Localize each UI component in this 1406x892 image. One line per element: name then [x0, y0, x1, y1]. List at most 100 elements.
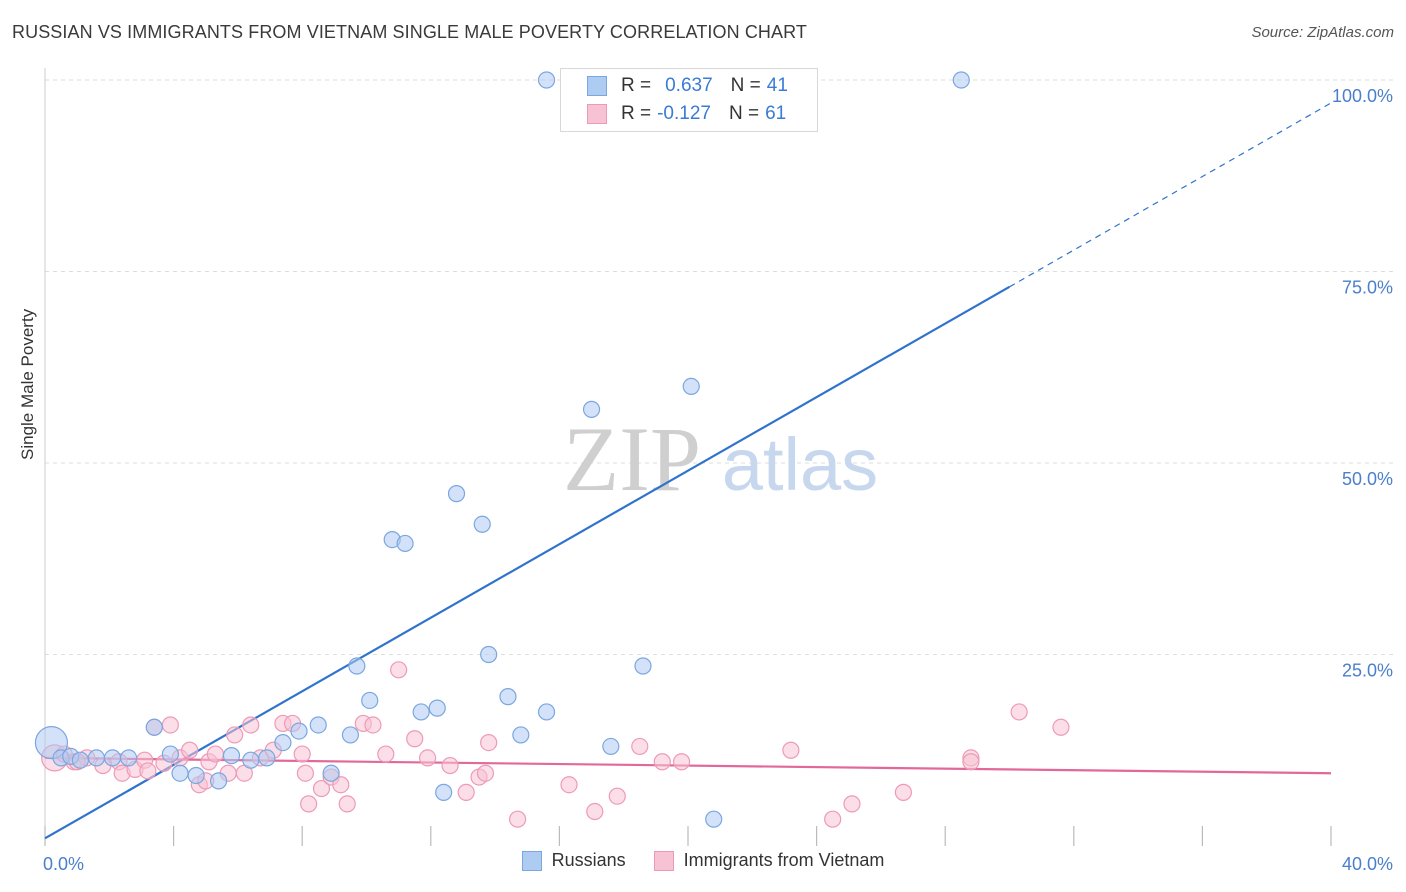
y-tick-label: 75.0% [1342, 278, 1393, 298]
russians-n-label: N = [730, 75, 761, 96]
vietnam-point [441, 756, 459, 775]
vietnam-point [476, 764, 495, 782]
vietnam-point [377, 745, 395, 763]
chart-title: RUSSIAN VS IMMIGRANTS FROM VIETNAM SINGL… [12, 22, 807, 42]
russians-r-value: 0.637 [665, 75, 713, 96]
legend-label-vietnam: Immigrants from Vietnam [683, 850, 885, 870]
russians-point [222, 747, 241, 765]
russians-r-label: R = [621, 75, 652, 96]
russians-point [952, 71, 970, 89]
russians-point [499, 688, 517, 706]
russians-point [71, 751, 89, 769]
russians-point [473, 515, 491, 533]
data-points [34, 71, 1070, 828]
y-axis-label: Single Male Poverty [18, 308, 37, 460]
vietnam-point [296, 764, 315, 782]
vietnam-point [406, 730, 424, 748]
vietnam-point [480, 733, 498, 752]
watermark-atlas: atlas [722, 423, 878, 506]
russians-trend-line [44, 285, 1011, 840]
legend-label-russians: Russians [551, 850, 626, 870]
russians-point [537, 71, 556, 89]
vietnam-point [672, 753, 691, 771]
stats-row-russians: R = 0.637 N = 41 [587, 74, 788, 98]
russians-point [290, 722, 308, 740]
legend-swatch-vietnam [653, 850, 674, 871]
vietnam-point [293, 745, 311, 763]
russians-point [412, 703, 430, 721]
vietnam-r-label: R = [621, 103, 652, 124]
russians-point [428, 699, 446, 717]
russians-point [187, 766, 205, 785]
russians-point [537, 703, 556, 721]
vietnam-point [242, 716, 260, 734]
russians-trend-extension [1009, 102, 1332, 288]
stats-legend: R = 0.637 N = 41 R = -0.127 N = 61 [560, 68, 818, 132]
russians-point [242, 751, 260, 769]
vietnam-n-label: N = [728, 103, 760, 124]
vietnam-point [824, 810, 842, 828]
vietnam-point [509, 810, 527, 828]
vietnam-point [1052, 718, 1070, 736]
vietnam-point [894, 783, 913, 801]
russians-point [396, 534, 414, 553]
vietnam-point [560, 776, 578, 794]
russians-point [210, 772, 228, 790]
russians-point [87, 749, 106, 767]
russians-point [480, 645, 498, 664]
vietnam-n-value: 61 [765, 103, 787, 124]
x-tick-label: 40.0% [1342, 854, 1393, 874]
russians-point [322, 764, 340, 782]
vietnam-point [139, 762, 157, 780]
vietnam-point [608, 787, 626, 805]
vietnam-point [962, 753, 980, 771]
russians-point [161, 745, 179, 763]
axes [44, 68, 1332, 846]
legend-item-vietnam[interactable]: Immigrants from Vietnam [653, 850, 885, 871]
russians-point [309, 716, 327, 734]
russians-point [582, 400, 601, 418]
bottom-legend: Russians Immigrants from Vietnam [0, 850, 1406, 871]
russians-point [119, 749, 138, 767]
russians-point [341, 726, 360, 744]
russians-point [258, 749, 276, 767]
russians-swatch [587, 76, 607, 96]
vietnam-swatch [587, 104, 607, 124]
vietnam-point [1010, 703, 1028, 721]
y-tick-label: 100.0% [1332, 86, 1393, 106]
vietnam-point [312, 779, 331, 798]
stats-row-vietnam: R = -0.127 N = 61 [587, 102, 786, 126]
russians-point [705, 810, 723, 828]
russians-point [274, 733, 292, 752]
vietnam-point [418, 749, 437, 767]
russians-n-value: 41 [766, 75, 788, 96]
russians-point [171, 764, 189, 782]
x-tick-label: 0.0% [43, 854, 84, 874]
russians-point [435, 783, 453, 801]
vietnam-point [226, 726, 244, 744]
vietnam-point [631, 737, 649, 756]
russians-point [634, 657, 652, 675]
russians-point [512, 726, 530, 744]
vietnam-point [364, 716, 382, 734]
vietnam-point [843, 795, 861, 813]
vietnam-point [206, 745, 224, 763]
vietnam-point [457, 783, 475, 801]
y-tick-label: 50.0% [1342, 469, 1393, 489]
vietnam-point [586, 802, 604, 821]
russians-point [602, 737, 620, 756]
vietnam-point [332, 776, 350, 794]
russians-point [682, 377, 700, 395]
vietnam-point [782, 741, 800, 759]
russians-point [103, 749, 122, 767]
russians-point [447, 485, 466, 503]
vietnam-point [653, 753, 671, 771]
watermark: ZIP atlas [563, 408, 878, 510]
legend-item-russians[interactable]: Russians [521, 850, 626, 871]
source-label: Source: ZipAtlas.com [1251, 24, 1394, 41]
vietnam-point [300, 795, 318, 813]
grid-lines [45, 79, 1395, 655]
y-tick-label: 25.0% [1342, 661, 1393, 681]
vietnam-point [390, 661, 408, 679]
